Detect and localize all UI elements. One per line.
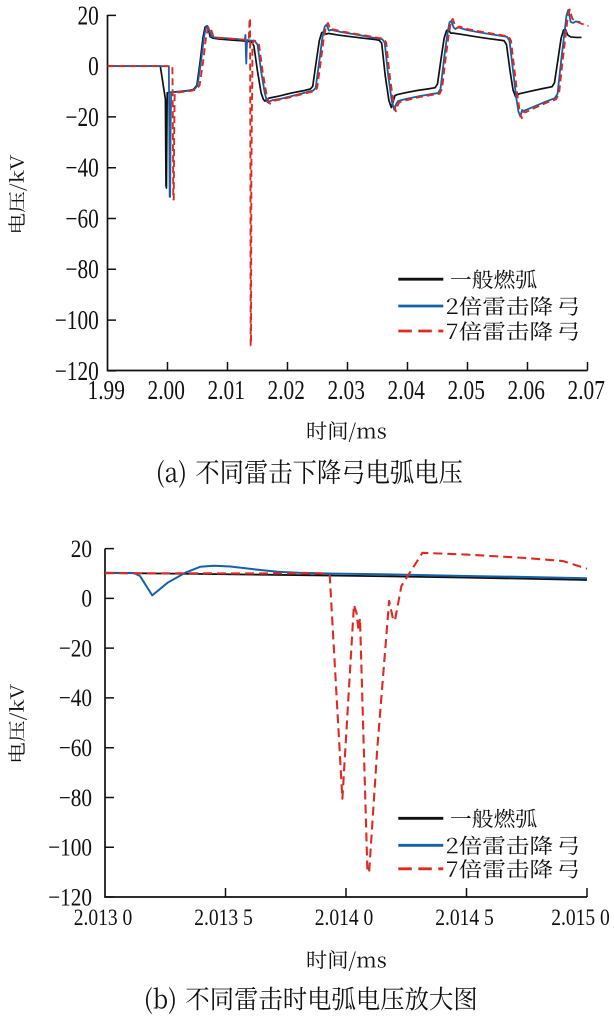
- svg-text:2.015 0: 2.015 0: [551, 904, 610, 930]
- svg-text:−40: −40: [59, 685, 92, 713]
- svg-text:−120: −120: [55, 356, 99, 386]
- svg-text:−80: −80: [59, 784, 92, 812]
- svg-text:−100: −100: [48, 834, 92, 862]
- svg-text:−60: −60: [59, 734, 92, 762]
- svg-text:2.05: 2.05: [448, 375, 485, 405]
- svg-text:2.01: 2.01: [208, 375, 245, 405]
- svg-text:2.04: 2.04: [388, 375, 425, 405]
- svg-text:2.00: 2.00: [148, 375, 185, 405]
- svg-text:2.06: 2.06: [508, 375, 545, 405]
- svg-text:−60: −60: [65, 204, 98, 234]
- svg-text:2.013 5: 2.013 5: [194, 904, 253, 930]
- svg-text:2.02: 2.02: [268, 375, 305, 405]
- svg-text:1.99: 1.99: [88, 375, 125, 405]
- svg-text:−80: −80: [65, 255, 98, 285]
- svg-text:−20: −20: [59, 635, 92, 663]
- svg-text:20: 20: [77, 1, 98, 31]
- svg-text:2.014 0: 2.014 0: [315, 904, 374, 930]
- svg-text:−20: −20: [65, 103, 98, 133]
- svg-text:2.013 0: 2.013 0: [74, 904, 133, 930]
- svg-text:−40: −40: [65, 153, 98, 183]
- svg-text:−120: −120: [48, 884, 92, 912]
- svg-text:2.07: 2.07: [568, 375, 605, 405]
- svg-text:2.03: 2.03: [328, 375, 365, 405]
- svg-text:−100: −100: [55, 306, 99, 336]
- svg-text:20: 20: [71, 535, 92, 563]
- svg-text:0: 0: [81, 585, 92, 613]
- svg-text:2.014 5: 2.014 5: [435, 904, 494, 930]
- svg-text:0: 0: [88, 52, 99, 82]
